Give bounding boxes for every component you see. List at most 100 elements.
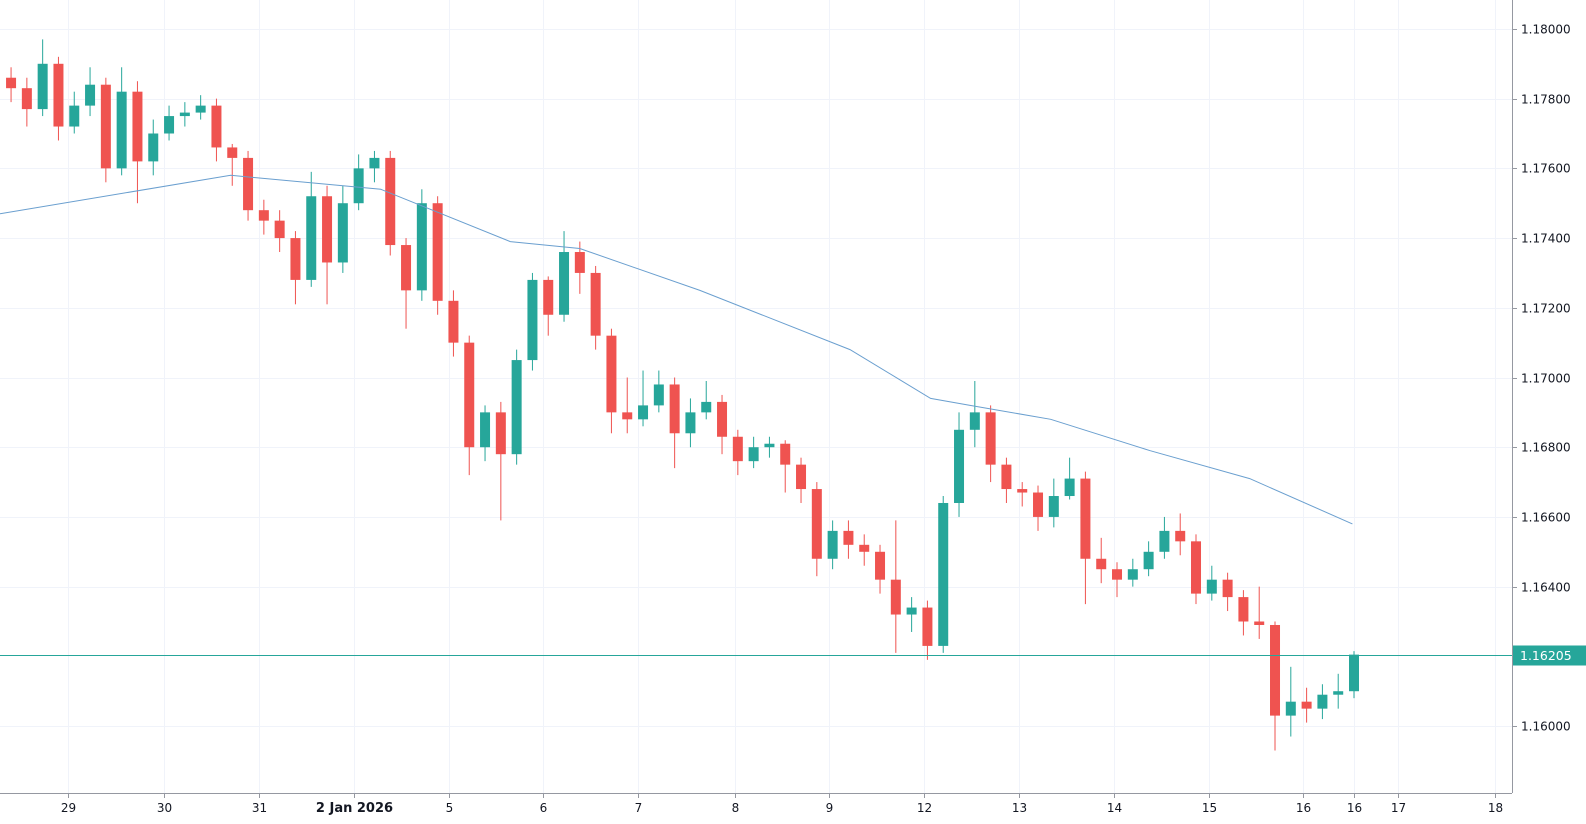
time-tick-label: 5	[446, 801, 454, 815]
candle-down	[1238, 590, 1249, 636]
candle-down	[1001, 457, 1012, 503]
candle-down	[385, 150, 396, 256]
candle-body	[859, 544, 870, 552]
candle-body	[1001, 464, 1012, 490]
candle-body	[448, 300, 459, 343]
time-tick-label: 17	[1391, 801, 1406, 815]
last-price-label-box	[1513, 645, 1586, 666]
candle-up	[1064, 457, 1075, 500]
candle-down	[211, 98, 222, 162]
candle-body	[1238, 597, 1249, 622]
candle-down	[843, 520, 854, 559]
candle-body	[1112, 569, 1123, 580]
candle-body	[290, 238, 301, 280]
candles	[6, 39, 1360, 751]
price-tick-label: 1.17800	[1521, 93, 1571, 107]
candle-body	[590, 272, 601, 336]
candle-down	[875, 544, 886, 594]
candle-body	[732, 436, 743, 462]
candle-down	[464, 335, 475, 476]
time-tick-label: 15	[1202, 801, 1217, 815]
candle-body	[827, 530, 838, 559]
candle-up	[1349, 651, 1360, 699]
candle-body	[1285, 701, 1296, 716]
price-tick-label: 1.16400	[1521, 581, 1571, 595]
candle-down	[590, 265, 601, 350]
candle-body	[638, 405, 649, 420]
candle-down	[6, 67, 17, 103]
price-axis[interactable]: 1.18000 1.17800 1.17600 1.17400 1.17200 1.170…	[1512, 0, 1571, 793]
time-axis[interactable]: 29 30 31 2 Jan 2026 5 6 7 8 9 12 13 14 15 16 16 17 18	[0, 793, 1512, 816]
candle-down	[1222, 572, 1233, 612]
candle-body	[464, 342, 475, 448]
candle-down	[1191, 534, 1202, 605]
candle-up	[353, 154, 364, 211]
candle-body	[906, 607, 917, 615]
candle-down	[574, 241, 585, 294]
candle-body	[353, 168, 364, 204]
candle-body	[85, 84, 96, 106]
candle-down	[132, 81, 143, 204]
candle-down	[21, 77, 32, 127]
candle-up	[164, 105, 175, 141]
candle-up	[559, 231, 570, 322]
candle-body	[606, 335, 617, 413]
candle-body	[559, 252, 570, 315]
price-tick-label: 1.17000	[1521, 372, 1571, 386]
candle-body	[890, 579, 901, 615]
candle-body	[195, 105, 206, 113]
candle-body	[685, 412, 696, 434]
time-tick-label: 9	[826, 801, 834, 815]
candle-down	[543, 276, 554, 336]
candle-body	[1159, 530, 1170, 552]
candle-up	[653, 370, 664, 413]
candle-up	[954, 412, 965, 517]
candle-body	[780, 443, 791, 465]
candle-down	[1254, 586, 1265, 639]
candle-body	[574, 252, 585, 273]
candle-down	[495, 401, 506, 521]
candle-down	[432, 196, 443, 315]
candle-body	[938, 502, 949, 646]
candle-down	[796, 457, 807, 503]
candle-down	[1112, 562, 1123, 598]
candle-body	[875, 551, 886, 580]
candle-up	[1048, 478, 1059, 528]
candle-body	[764, 443, 775, 448]
candle-up	[1127, 558, 1138, 587]
candle-up	[306, 171, 317, 287]
candle-up	[369, 150, 380, 183]
candle-body	[622, 412, 633, 420]
candle-down	[780, 440, 791, 493]
price-tick-label: 1.16800	[1521, 441, 1571, 455]
candle-down	[401, 238, 412, 329]
candle-down	[100, 77, 111, 183]
time-tick-label: 12	[917, 801, 932, 815]
time-tick-label: 31	[252, 801, 267, 815]
candle-body	[969, 412, 980, 430]
candle-down	[258, 199, 269, 235]
candle-body	[495, 412, 506, 455]
time-tick-label: 16	[1296, 801, 1311, 815]
price-tick-label: 1.16600	[1521, 511, 1571, 525]
candle-up	[701, 380, 712, 420]
time-tick-label: 2 Jan 2026	[316, 801, 393, 816]
candle-body	[922, 607, 933, 646]
candle-body	[843, 530, 854, 545]
candle-up	[527, 272, 538, 371]
candle-body	[148, 133, 159, 162]
price-tick-label: 1.17200	[1521, 302, 1571, 316]
time-tick-label: 6	[540, 801, 548, 815]
candle-body	[6, 77, 17, 89]
candle-up	[827, 520, 838, 570]
candle-up	[1317, 684, 1328, 720]
candle-body	[1317, 694, 1328, 709]
candle-up	[906, 597, 917, 632]
price-tick-label: 1.17600	[1521, 162, 1571, 176]
candle-body	[985, 412, 996, 465]
candle-up	[195, 95, 206, 120]
candle-body	[811, 489, 822, 559]
moving-average-line	[0, 174, 1353, 525]
candle-body	[416, 203, 427, 291]
